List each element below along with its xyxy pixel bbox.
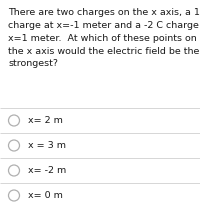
Text: x = 3 m: x = 3 m — [28, 141, 66, 150]
Text: There are two charges on the x axis, a 1 C
charge at x=-1 meter and a -2 C charg: There are two charges on the x axis, a 1… — [8, 8, 200, 68]
Text: x= -2 m: x= -2 m — [28, 166, 66, 175]
Text: x= 2 m: x= 2 m — [28, 116, 63, 125]
Text: x= 0 m: x= 0 m — [28, 191, 63, 200]
